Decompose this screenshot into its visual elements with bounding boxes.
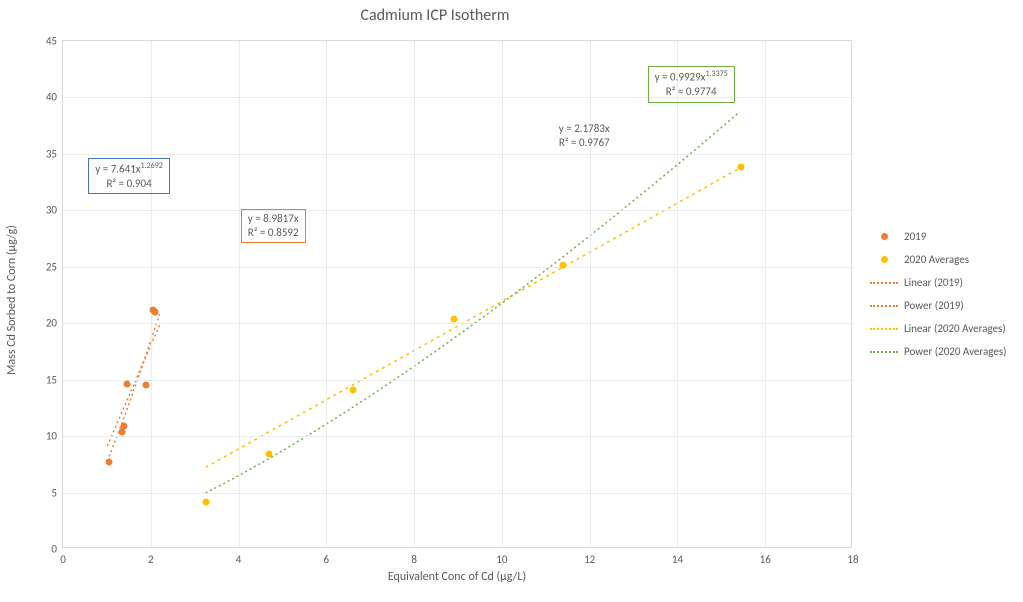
- equation-annotation: y = 7.641x1.2692R² = 0.904: [88, 158, 170, 194]
- gridline-v: [239, 41, 240, 547]
- legend-label: 2020 Averages: [904, 253, 969, 266]
- data-point: [450, 315, 457, 322]
- data-point: [349, 386, 356, 393]
- equation-annotation: y = 0.9929x1.3375R² = 0.9774: [648, 66, 735, 102]
- gridline-h: [63, 154, 851, 155]
- y-tick-label: 15: [46, 373, 57, 386]
- data-point: [202, 498, 209, 505]
- x-tick-label: 10: [496, 553, 507, 566]
- data-point: [106, 459, 113, 466]
- y-axis-label: Mass Cd Sorbed to Corn (µg/g): [5, 225, 19, 375]
- gridline-h: [63, 323, 851, 324]
- x-tick-label: 14: [672, 553, 683, 566]
- equation-annotation: y = 8.9817xR² = 0.8592: [241, 209, 306, 244]
- legend-item: 2020 Averages: [870, 253, 1020, 266]
- legend-item: Power (2019): [870, 299, 1020, 312]
- gridline-v: [414, 41, 415, 547]
- gridline-v: [677, 41, 678, 547]
- legend-line-icon: [870, 305, 898, 307]
- legend-swatch: [870, 351, 898, 353]
- y-tick-label: 45: [46, 35, 57, 48]
- y-tick-label: 10: [46, 430, 57, 443]
- x-tick-label: 12: [584, 553, 595, 566]
- x-axis-label: Equivalent Conc of Cd (µg/L): [62, 570, 852, 584]
- y-tick-label: 40: [46, 91, 57, 104]
- y-tick-label: 35: [46, 147, 57, 160]
- y-tick-label: 20: [46, 317, 57, 330]
- data-point: [121, 422, 128, 429]
- data-point: [266, 451, 273, 458]
- legend-label: Linear (2019): [904, 276, 963, 289]
- legend-swatch: [870, 305, 898, 307]
- legend-label: Linear (2020 Averages): [904, 322, 1006, 335]
- legend-dot-icon: [881, 233, 888, 240]
- x-tick-label: 6: [324, 553, 330, 566]
- legend-swatch: [870, 233, 898, 240]
- gridline-v: [502, 41, 503, 547]
- trendlines-svg: [63, 41, 851, 547]
- legend-dot-icon: [881, 256, 888, 263]
- gridline-h: [63, 380, 851, 381]
- chart-title: Cadmium ICP Isotherm: [0, 6, 870, 25]
- trendline: [107, 325, 159, 446]
- legend-label: 2019: [904, 230, 926, 243]
- legend-swatch: [870, 282, 898, 284]
- legend-swatch: [870, 328, 898, 330]
- y-tick-label: 0: [51, 543, 57, 556]
- legend-item: Linear (2020 Averages): [870, 322, 1020, 335]
- data-point: [738, 164, 745, 171]
- chart-container: Cadmium ICP Isotherm Mass Cd Sorbed to C…: [0, 0, 1023, 602]
- x-tick-label: 2: [148, 553, 154, 566]
- data-point: [143, 382, 150, 389]
- data-point: [123, 381, 130, 388]
- gridline-h: [63, 436, 851, 437]
- legend: 2019 2020 Averages Linear (2019) Power (201…: [870, 230, 1020, 368]
- x-tick-label: 4: [236, 553, 242, 566]
- gridline-h: [63, 210, 851, 211]
- x-tick-label: 8: [411, 553, 417, 566]
- y-tick-label: 5: [51, 486, 57, 499]
- legend-line-icon: [870, 328, 898, 330]
- legend-item: Linear (2019): [870, 276, 1020, 289]
- legend-line-icon: [870, 351, 898, 353]
- legend-line-icon: [870, 282, 898, 284]
- x-tick-label: 18: [847, 553, 858, 566]
- legend-label: Power (2019): [904, 299, 964, 312]
- equation-annotation: y = 2.1783xR² = 0.9767: [553, 120, 616, 153]
- gridline-v: [590, 41, 591, 547]
- data-point: [152, 308, 159, 315]
- legend-item: Power (2020 Averages): [870, 345, 1020, 358]
- y-tick-label: 30: [46, 204, 57, 217]
- legend-item: 2019: [870, 230, 1020, 243]
- gridline-v: [765, 41, 766, 547]
- x-tick-label: 16: [760, 553, 771, 566]
- gridline-h: [63, 493, 851, 494]
- gridline-v: [151, 41, 152, 547]
- trendline: [107, 313, 159, 461]
- x-tick-label: 0: [60, 553, 66, 566]
- legend-label: Power (2020 Averages): [904, 345, 1006, 358]
- gridline-h: [63, 267, 851, 268]
- plot-area: 051015202530354045024681012141618y = 7.6…: [62, 40, 852, 548]
- gridline-v: [326, 41, 327, 547]
- data-point: [560, 261, 567, 268]
- legend-swatch: [870, 256, 898, 263]
- y-tick-label: 25: [46, 260, 57, 273]
